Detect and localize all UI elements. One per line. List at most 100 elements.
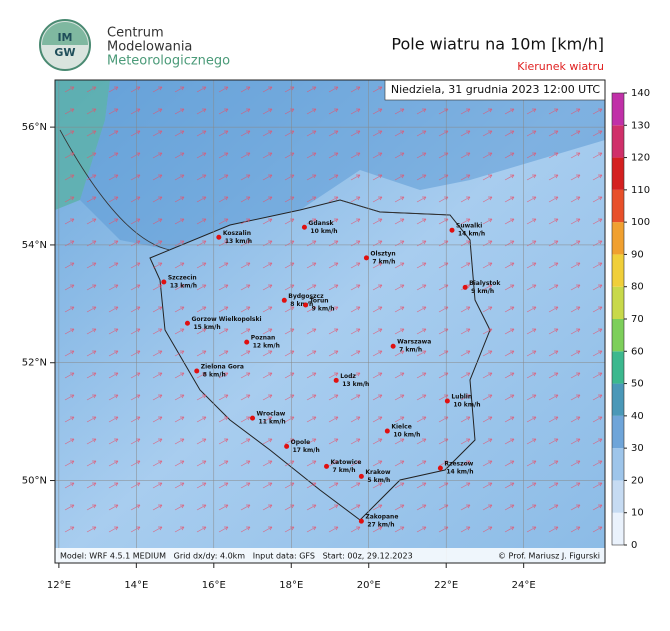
colorbar-label: 60	[631, 346, 644, 357]
city-value: 9 km/h	[312, 306, 335, 313]
wind-arrow	[350, 438, 361, 445]
wind-arrow	[372, 218, 383, 225]
wind-arrow	[152, 130, 163, 137]
wind-arrow	[262, 174, 273, 181]
wind-arrow	[592, 262, 603, 269]
wind-arrow	[174, 130, 185, 137]
lon-label: 18°E	[279, 580, 303, 591]
title: Pole wiatru na 10m [km/h]	[391, 35, 604, 54]
wind-arrow	[262, 284, 273, 291]
city-dot	[462, 284, 468, 290]
wind-arrow	[306, 350, 317, 357]
wind-arrow	[174, 152, 185, 159]
wind-arrow	[262, 350, 273, 357]
wind-arrow	[86, 86, 97, 93]
wind-arrow	[394, 504, 405, 511]
wind-arrow	[108, 526, 119, 533]
wind-arrow	[504, 482, 515, 489]
wind-arrow	[86, 438, 97, 445]
wind-arrow	[152, 86, 163, 93]
wind-arrow	[218, 152, 229, 159]
colorbar-label: 20	[631, 475, 644, 486]
wind-arrow	[174, 306, 185, 313]
city-dot	[303, 302, 309, 308]
city-value: 8 km/h	[203, 371, 226, 378]
city-value: 11 km/h	[259, 419, 286, 426]
wind-arrow	[394, 394, 405, 401]
wind-arrow	[306, 394, 317, 401]
date: Niedziela, 31 grudnia 2023 12:00 UTC	[391, 83, 600, 96]
lon-label: 22°E	[434, 580, 458, 591]
wind-arrow	[328, 86, 339, 93]
wind-arrow	[174, 218, 185, 225]
wind-arrow	[482, 526, 493, 533]
wind-arrow	[394, 482, 405, 489]
wind-arrow	[284, 350, 295, 357]
wind-arrow	[526, 504, 537, 511]
wind-arrow	[570, 218, 581, 225]
wind-arrow	[548, 438, 559, 445]
wind-arrow	[130, 482, 141, 489]
wind-arrow	[284, 218, 295, 225]
wind-arrow	[196, 394, 207, 401]
wind-arrow	[504, 108, 515, 115]
wind-arrow	[174, 262, 185, 269]
city-dot	[281, 297, 287, 303]
wind-arrow	[570, 174, 581, 181]
wind-arrow	[416, 130, 427, 137]
wind-arrow	[482, 130, 493, 137]
city-value: 10 km/h	[310, 228, 337, 235]
city-value: 27 km/h	[367, 522, 394, 529]
wind-arrow	[64, 86, 75, 93]
city-dot	[216, 234, 222, 240]
colorbar-label: 10	[631, 508, 644, 519]
wind-arrow	[416, 394, 427, 401]
wind-arrow	[460, 174, 471, 181]
wind-arrow	[284, 438, 295, 445]
wind-arrow	[526, 438, 537, 445]
wind-arrow	[196, 152, 207, 159]
wind-arrow	[526, 152, 537, 159]
wind-arrow	[482, 284, 493, 291]
wind-arrow	[416, 328, 427, 335]
wind-arrow	[262, 152, 273, 159]
wind-arrow	[284, 108, 295, 115]
wind-arrow	[64, 416, 75, 423]
lat-label: 56°N	[22, 122, 47, 133]
wind-arrow	[86, 262, 97, 269]
wind-arrow	[196, 526, 207, 533]
wind-arrow	[350, 262, 361, 269]
wind-arrow	[108, 152, 119, 159]
wind-arrow	[152, 152, 163, 159]
wind-arrow	[350, 130, 361, 137]
lon-label: 14°E	[124, 580, 148, 591]
wind-arrow	[108, 482, 119, 489]
wind-arrow	[262, 218, 273, 225]
footer-right: © Prof. Mariusz J. Figurski	[498, 552, 600, 561]
wind-arrow	[328, 460, 339, 467]
wind-arrow	[350, 306, 361, 313]
wind-arrow	[306, 218, 317, 225]
wind-arrow	[262, 416, 273, 423]
wind-arrow	[570, 262, 581, 269]
wind-arrow	[152, 460, 163, 467]
logo-badge: GW	[54, 46, 75, 59]
wind-arrow	[372, 350, 383, 357]
wind-arrow	[196, 372, 207, 379]
wind-arrow	[592, 306, 603, 313]
wind-arrow	[64, 196, 75, 203]
wind-arrow	[328, 174, 339, 181]
wind-arrow	[328, 504, 339, 511]
colorbar-label: 100	[631, 217, 650, 228]
wind-arrow	[570, 372, 581, 379]
wind-arrow	[394, 262, 405, 269]
wind-arrow	[460, 152, 471, 159]
wind-arrow	[504, 438, 515, 445]
color-step	[612, 480, 624, 513]
wind-arrow	[394, 152, 405, 159]
wind-arrow	[196, 108, 207, 115]
wind-arrow	[218, 416, 229, 423]
wind-arrow	[372, 328, 383, 335]
wind-arrow	[328, 394, 339, 401]
